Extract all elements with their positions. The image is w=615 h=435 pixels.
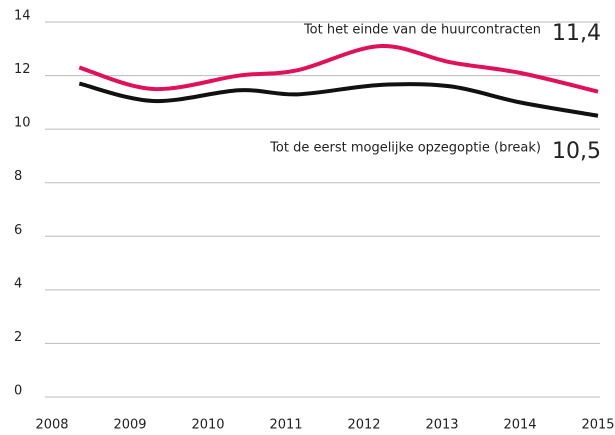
- y-tick-label: 4: [14, 276, 22, 291]
- series-label: Tot het einde van de huurcontracten: [303, 23, 541, 38]
- x-tick-label: 2011: [269, 418, 302, 433]
- series-label: Tot de eerst mogelijke opzegoptie (break…: [269, 140, 541, 155]
- y-tick-label: 6: [14, 223, 22, 238]
- x-tick-label: 2012: [347, 418, 380, 433]
- x-tick-label: 2009: [113, 418, 146, 433]
- series-line: [78, 44, 599, 94]
- y-tick-label: 0: [14, 384, 22, 399]
- x-tick-label: 2008: [35, 418, 68, 433]
- x-tick-label: 2014: [503, 418, 536, 433]
- value-label: 11,4: [552, 21, 601, 46]
- x-tick-label: 2015: [581, 418, 614, 433]
- x-tick-label: 2013: [425, 418, 458, 433]
- series-line: [78, 81, 599, 118]
- x-tick-label: 2010: [191, 418, 224, 433]
- y-tick-label: 10: [14, 116, 31, 131]
- y-tick-label: 12: [14, 62, 31, 77]
- value-label: 10,5: [552, 139, 601, 164]
- y-tick-label: 8: [14, 169, 22, 184]
- y-tick-label: 2: [14, 330, 22, 345]
- y-tick-label: 14: [14, 9, 31, 24]
